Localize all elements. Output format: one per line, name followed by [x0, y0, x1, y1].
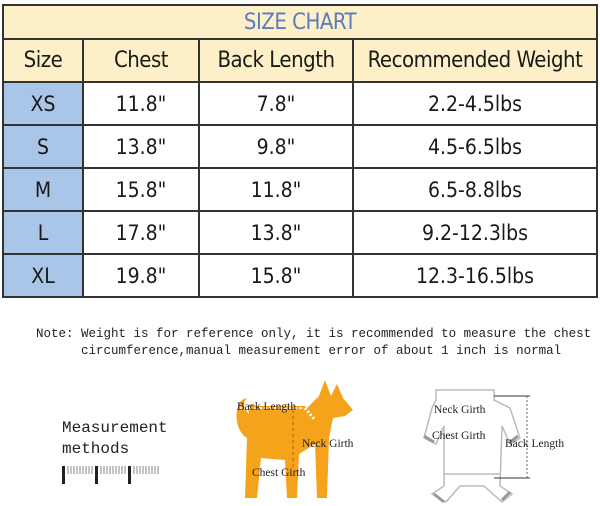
size-cell: S: [2, 124, 84, 169]
garment-illustration: [423, 389, 530, 504]
chest-cell: 11.8": [82, 81, 200, 126]
weight-cell: 9.2-12.3lbs: [352, 210, 598, 255]
header-chest: Chest: [82, 38, 200, 83]
back-length-cell: 15.8": [198, 253, 354, 298]
back-length-cell: 9.8": [198, 124, 354, 169]
dog-illustration: [236, 380, 353, 498]
table-row: S 13.8" 9.8" 4.5-6.5lbs: [2, 124, 598, 169]
garment-neck-girth-label: Neck Girth: [434, 404, 486, 416]
ruler-icon: [62, 466, 159, 484]
weight-cell: 6.5-8.8lbs: [352, 167, 598, 212]
size-cell: XL: [2, 253, 84, 298]
chest-cell: 19.8": [82, 253, 200, 298]
back-length-cell: 13.8": [198, 210, 354, 255]
note-line-1: Note: Weight is for reference only, it i…: [36, 327, 592, 341]
measurement-line-2: methods: [62, 440, 130, 458]
weight-cell: 12.3-16.5lbs: [352, 253, 598, 298]
chest-cell: 13.8": [82, 124, 200, 169]
dog-chest-girth-label: Chest Girth: [252, 467, 306, 479]
back-length-cell: 11.8": [198, 167, 354, 212]
chest-cell: 17.8": [82, 210, 200, 255]
size-cell: XS: [2, 81, 84, 126]
garment-chest-girth-label: Chest Girth: [432, 430, 486, 442]
measurement-line-1: Measurement: [62, 419, 168, 437]
weight-cell: 2.2-4.5lbs: [352, 81, 598, 126]
measurement-methods-label: Measurement methods: [62, 418, 168, 460]
size-cell: M: [2, 167, 84, 212]
weight-cell: 4.5-6.5lbs: [352, 124, 598, 169]
table-row: L 17.8" 13.8" 9.2-12.3lbs: [2, 210, 598, 255]
header-back-length: Back Length: [198, 38, 354, 83]
garment-back-length-label: Back Length: [505, 438, 565, 450]
dog-back-length-label: Back Length: [237, 401, 297, 413]
size-chart-table: SIZE CHART Size Chest Back Length Recomm…: [2, 4, 598, 298]
table-row: XS 11.8" 7.8" 2.2-4.5lbs: [2, 81, 598, 126]
size-cell: L: [2, 210, 84, 255]
table-row: XL 19.8" 15.8" 12.3-16.5lbs: [2, 253, 598, 298]
note-line-2: circumference,manual measurement error o…: [36, 344, 562, 358]
dog-neck-girth-label: Neck Girth: [302, 438, 354, 450]
table-title: SIZE CHART: [2, 4, 598, 40]
table-row: M 15.8" 11.8" 6.5-8.8lbs: [2, 167, 598, 212]
header-weight: Recommended Weight: [352, 38, 598, 83]
back-length-cell: 7.8": [198, 81, 354, 126]
header-row: Size Chest Back Length Recommended Weigh…: [2, 38, 598, 83]
note: Note: Weight is for reference only, it i…: [36, 326, 591, 360]
header-size: Size: [2, 38, 84, 83]
chest-cell: 15.8": [82, 167, 200, 212]
